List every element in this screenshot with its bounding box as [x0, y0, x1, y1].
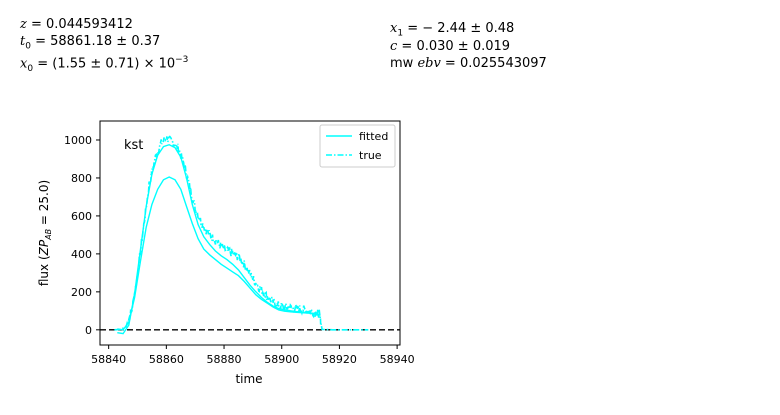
y-tick-label: 600	[71, 210, 92, 223]
y-tick-label: 200	[71, 286, 92, 299]
x-tick-label: 58840	[91, 353, 126, 366]
series-true-line	[114, 135, 369, 331]
y-tick-label: 1000	[64, 134, 92, 147]
y-axis-label: flux (ZPAB = 25.0)	[37, 180, 53, 286]
param-x1: x1 = − 2.44 ± 0.48	[390, 21, 515, 39]
band-label: kst	[124, 138, 143, 153]
series-fitted-line	[117, 143, 320, 335]
series-fitted-line	[117, 176, 320, 331]
x-tick-label: 58860	[149, 353, 184, 366]
param-z: z = 0.044593412	[20, 17, 133, 32]
legend-true-label: true	[359, 149, 382, 162]
y-tick-label: 400	[71, 248, 92, 261]
param-x0: x0 = (1.55 ± 0.71) × 10−3	[20, 55, 189, 74]
x-tick-label: 58940	[380, 353, 415, 366]
legend: fitted true	[319, 124, 396, 168]
x-tick-label: 58920	[322, 353, 357, 366]
param-c: c = 0.030 ± 0.019	[390, 39, 511, 54]
x-axis-label: time	[235, 372, 262, 386]
param-t0: t0 = 58861.18 ± 0.37	[20, 34, 161, 52]
x-tick-label: 58900	[264, 353, 299, 366]
y-tick-label: 0	[85, 324, 92, 337]
plot-frame	[99, 120, 401, 346]
param-mwebv: mw ebv = 0.025543097	[390, 56, 547, 71]
legend-fitted-label: fitted	[359, 130, 388, 143]
y-tick-label: 800	[71, 172, 92, 185]
x-tick-label: 58880	[207, 353, 242, 366]
